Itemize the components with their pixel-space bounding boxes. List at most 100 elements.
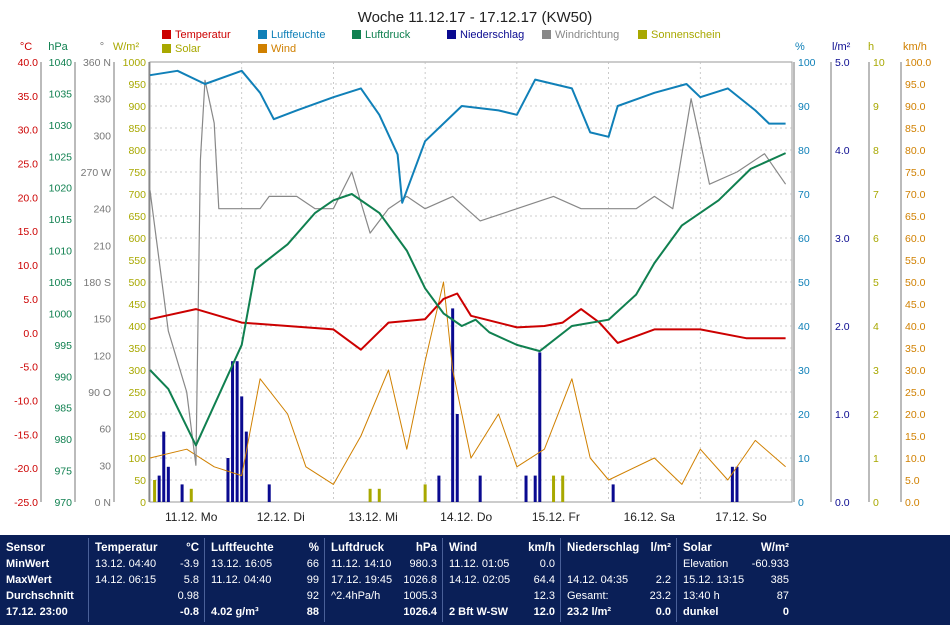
axis-tick-dir: 90 O [88,387,111,399]
axis-tick-solar: 800 [128,145,146,157]
stats-cell-label: 4.02 g/m³ [211,606,259,618]
bar-niederschlag [244,431,248,502]
axis-tick-wind: 100.0 [905,57,931,69]
chart-axes: °C40.035.030.025.020.015.010.05.00.0-5.0… [14,41,931,509]
axis-tick-wind: 65.0 [905,211,926,223]
stats-header-unit: l/m² [650,542,671,554]
axis-tick-press: 975 [54,466,72,478]
series-windrichtung [149,79,787,466]
stats-col-sensor: Sensor MinWert MaxWert Durchschnitt 17.1… [0,538,88,622]
stats-cell-value: 980.3 [409,558,437,570]
stats-cell-label: 11.12. 01:05 [449,558,510,570]
axis-tick-press: 970 [54,497,72,509]
stats-col-niederschlag: Niederschlag l/m² 14.12. 04:35 2.2 Gesamt: 23… [560,538,677,622]
axis-tick-wind: 40.0 [905,321,926,333]
stats-cell-label: 11.12. 04:40 [211,574,272,586]
axis-tick-wind: 10.0 [905,453,926,465]
axis-tick-wind: 85.0 [905,123,926,135]
stats-cell-label: 17.12. 19:45 [331,574,393,586]
stats-header: Niederschlag [567,542,640,554]
axis-tick-press: 985 [54,403,72,415]
axis-tick-press: 995 [54,340,72,352]
bar-sonnenschein [153,480,157,502]
x-tick-label: 15.12. Fr [532,510,580,524]
legend-label: Luftdruck [365,29,411,41]
axis-tick-solar: 550 [128,255,146,267]
axis-tick-sun: 5 [873,277,879,289]
bar-niederschlag [180,484,184,502]
legend-swatch [638,30,647,39]
stats-row: -0.8 [89,606,205,620]
chart-grid [150,62,792,502]
axis-tick-press: 1025 [49,151,73,163]
axis-unit-dir: ° [100,41,104,53]
stats-cell-value: 66 [306,558,319,570]
stats-col-luftdruck: Luftdruck hPa 11.12. 14:10 980.3 17.12. 19:4… [324,538,443,622]
axis-tick-temp: -10.0 [14,395,38,407]
axis-tick-solar: 300 [128,365,146,377]
stats-cell-label: Gesamt: [567,590,609,602]
stats-cell-value: 92 [306,590,319,602]
stats-cell-value: -0.8 [180,606,199,618]
axis-tick-temp: 10.0 [18,260,39,272]
stats-cell-value: 5.8 [183,574,199,586]
axis-tick-wind: 80.0 [905,145,926,157]
axis-tick-sun: 8 [873,145,879,157]
axis-tick-temp: 5.0 [23,294,38,306]
stats-row: 14.12. 02:05 64.4 [443,574,561,588]
axis-tick-hum: 0 [798,497,804,509]
stats-cell-value: 0 [782,606,789,618]
x-tick-label: 11.12. Mo [165,510,218,524]
axis-tick-solar: 750 [128,167,146,179]
axis-tick-press: 1040 [49,57,73,69]
bar-niederschlag [267,484,271,502]
legend-swatch [162,30,171,39]
axis-tick-wind: 20.0 [905,409,926,421]
stats-header: Solar [683,542,712,554]
axis-tick-hum: 90 [798,101,810,113]
axis-tick-hum: 80 [798,145,810,157]
axis-tick-dir: 330 [93,94,111,106]
axis-tick-temp: 35.0 [18,91,39,103]
stats-row: 92 [205,590,325,604]
axis-tick-wind: 15.0 [905,431,926,443]
axis-tick-temp: 25.0 [18,159,39,171]
stats-col-wind: Wind km/h 11.12. 01:05 0.0 14.12. 02:05 64.4 1… [442,538,561,622]
x-tick-label: 13.12. Mi [348,510,397,524]
legend-label: Sonnenschein [651,29,721,41]
axis-tick-press: 1010 [49,246,73,258]
axis-tick-wind: 75.0 [905,167,926,179]
axis-tick-sun: 4 [873,321,879,333]
axis-tick-sun: 3 [873,365,879,377]
axis-tick-temp: -5.0 [20,362,38,374]
stats-cell-label: 14.12. 02:05 [449,574,511,586]
stats-cell-value: 0.98 [177,590,199,602]
axis-tick-hum: 70 [798,189,810,201]
axis-tick-dir: 180 S [84,277,111,289]
stats-row: 11.12. 01:05 0.0 [443,558,561,572]
axis-tick-press: 1020 [49,183,73,195]
bar-sonnenschein [368,488,372,502]
axis-tick-rain: 2.0 [835,321,850,333]
axis-tick-wind: 35.0 [905,343,926,355]
bar-niederschlag [166,466,170,502]
axis-tick-rain: 5.0 [835,57,850,69]
axis-tick-solar: 600 [128,233,146,245]
stats-cell-label: Elevation [683,558,729,570]
stats-row: ^2.4hPa/h 1005.3 [325,590,443,604]
stats-header: Temperatur [95,542,158,554]
bar-niederschlag [478,475,482,502]
axis-tick-press: 1015 [49,214,73,226]
axis-tick-solar: 950 [128,79,146,91]
stats-cell-label: 13:40 h [683,590,720,602]
stats-row: 1026.4 [325,606,443,620]
axis-unit-hum: % [795,41,805,53]
stats-cell-value: 1005.3 [403,590,437,602]
stats-cell-label: 14.12. 06:15 [95,574,157,586]
stats-row: 0.98 [89,590,205,604]
legend-swatch [162,44,171,53]
axis-tick-solar: 200 [128,409,146,421]
axis-tick-rain: 3.0 [835,233,850,245]
bar-niederschlag [157,475,161,502]
axis-tick-dir: 120 [93,350,111,362]
